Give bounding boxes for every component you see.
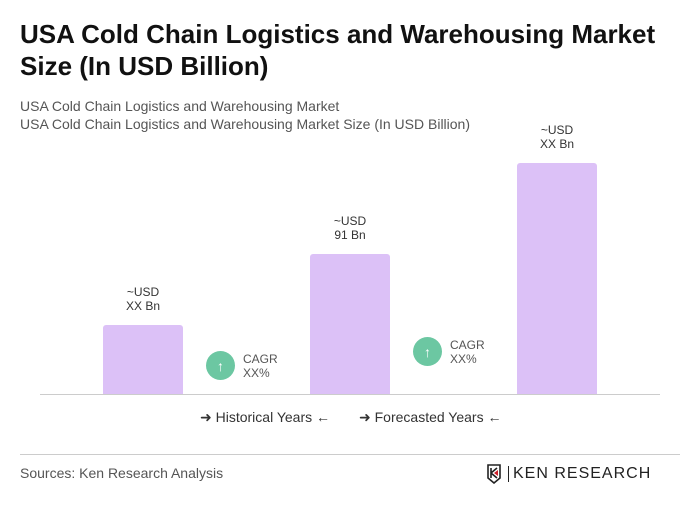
bar	[103, 324, 183, 394]
legend-label: Historical Years	[215, 409, 313, 425]
cagr-label: CAGR	[450, 337, 485, 352]
arrow-left-icon: ←	[316, 409, 331, 425]
legend-historical: ➜ Historical Years ←	[200, 409, 330, 426]
logo-mark-icon	[487, 464, 501, 484]
data-label: ~USD XX Bn	[125, 284, 161, 313]
chart-title: USA Cold Chain Logistics and Warehousing…	[20, 19, 656, 81]
x-axis	[40, 394, 660, 395]
data-label: ~USD XX Bn	[539, 123, 575, 152]
arrow-right-icon: ➜	[200, 409, 212, 425]
legend-forecast: ➜ Forecasted Years ←	[359, 409, 501, 426]
subtitle: USA Cold Chain Logistics and Warehousing…	[20, 98, 340, 114]
bar	[517, 163, 597, 394]
source-text: Sources: Ken Research Analysis	[20, 465, 224, 481]
cagr-value: XX%	[243, 365, 270, 380]
cagr-value: XX%	[450, 351, 477, 366]
arrow-up-icon: ↑	[206, 351, 235, 380]
cagr-annotation-1: ↑ CAGR XX%	[206, 351, 278, 380]
cagr-label: CAGR	[243, 351, 278, 366]
ken-research-logo: KEN RESEARCH	[486, 464, 651, 484]
arrow-right-icon: ➜	[359, 409, 371, 425]
logo-text: KEN RESEARCH	[513, 465, 652, 482]
bar	[310, 254, 390, 394]
subtitle-2: USA Cold Chain Logistics and Warehousing…	[20, 116, 471, 132]
legend-label: Forecasted Years	[374, 409, 484, 425]
arrow-left-icon: ←	[487, 409, 502, 425]
cagr-annotation-2: ↑ CAGR XX%	[413, 337, 485, 366]
data-label: ~USD 91 Bn	[333, 214, 367, 242]
divider	[20, 454, 680, 455]
arrow-up-icon: ↑	[413, 337, 442, 366]
